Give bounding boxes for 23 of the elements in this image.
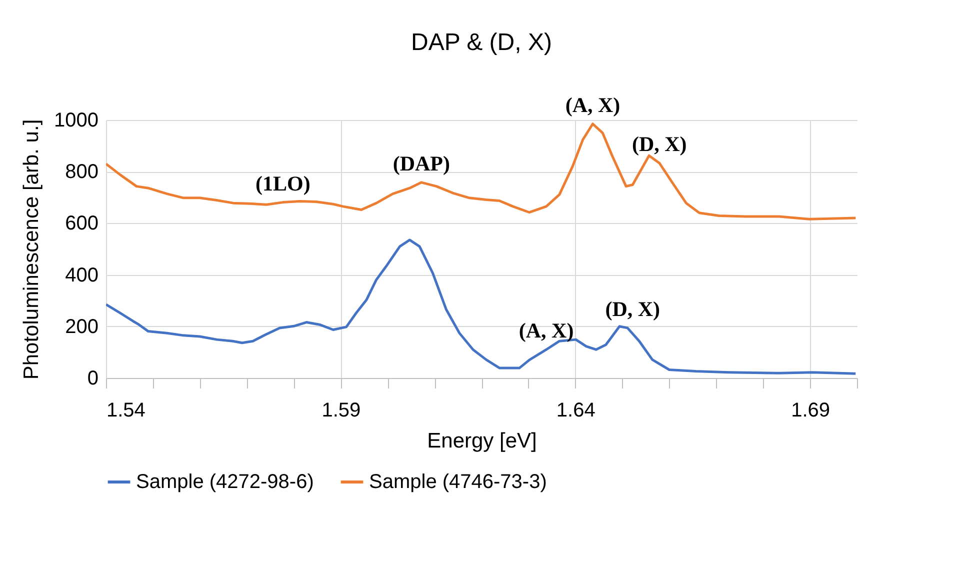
legend-label: Sample (4272-98-6) <box>136 471 314 493</box>
annotation: (D, X) <box>632 132 687 156</box>
line-series <box>106 122 857 220</box>
x-tick-label: 1.59 <box>322 400 361 422</box>
x-tick-label: 1.64 <box>556 400 596 422</box>
y-tick-label: 200 <box>65 316 98 338</box>
y-tick-label: 1000 <box>54 110 98 132</box>
annotation: (1LO) <box>256 171 310 196</box>
x-axis-title: Energy [eV] <box>427 430 537 452</box>
y-axis-title: Photoluminescence [arb. u.] <box>20 119 44 380</box>
annotation: (A, X) <box>518 318 574 343</box>
annotation: (DAP) <box>392 151 450 176</box>
y-tick-label: 400 <box>65 264 98 286</box>
x-tick-label: 1.69 <box>791 400 830 422</box>
annotation: (D, X) <box>605 296 660 321</box>
chart-title: DAP & (D, X) <box>411 28 552 56</box>
x-tick-label: 1.54 <box>106 400 146 422</box>
annotation: (A, X) <box>565 92 620 117</box>
y-tick-label: 600 <box>65 212 98 235</box>
line-series <box>106 238 857 375</box>
legend-label: Sample (4746-73-3) <box>369 471 547 493</box>
y-tick-label: 0 <box>87 368 98 390</box>
y-tick-label: 800 <box>65 161 98 184</box>
